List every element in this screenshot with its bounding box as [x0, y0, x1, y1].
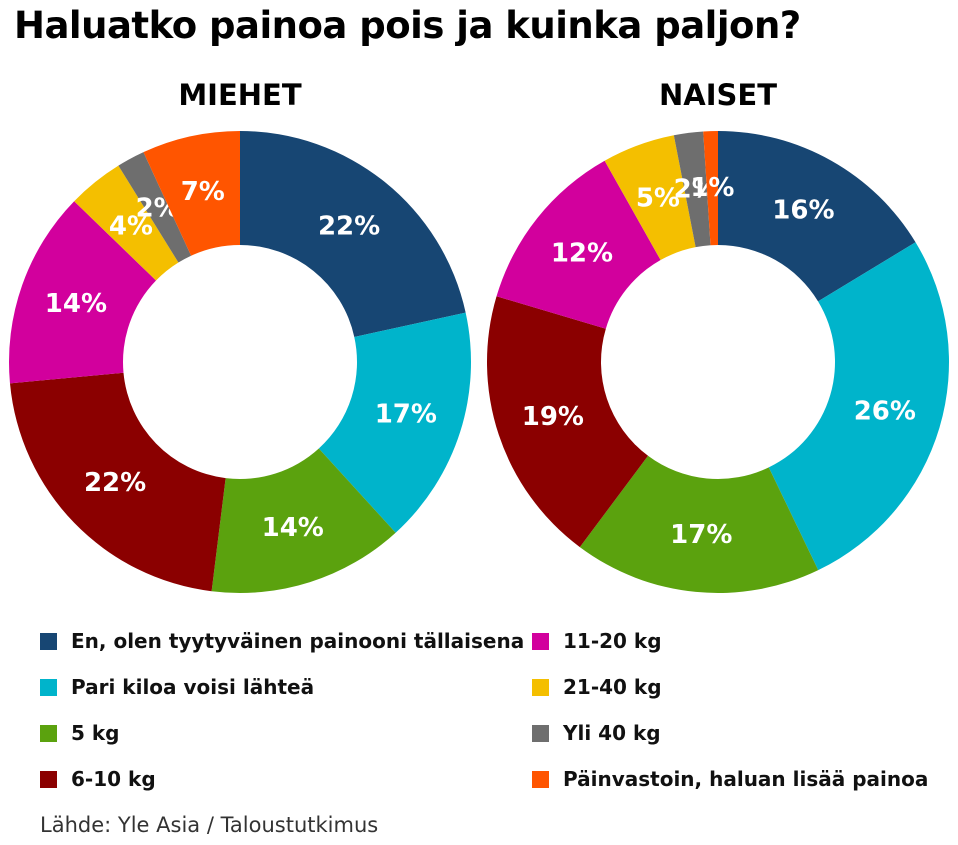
men-slice-label-0: 22% [318, 211, 380, 241]
women-slice-6 [673, 131, 711, 248]
legend-item-6-10kg: 6-10 kg [40, 756, 524, 802]
men-slice-6 [118, 152, 192, 263]
legend-swatch [40, 632, 57, 650]
legend-label: 5 kg [71, 721, 120, 745]
legend-label: 11-20 kg [563, 629, 662, 653]
men-slice-1 [318, 312, 471, 533]
legend-item-few-kilos: Pari kiloa voisi lähteä [40, 664, 524, 710]
legend-right: 11-20 kg 21-40 kg Yli 40 kg Päinvastoin,… [532, 618, 928, 802]
women-slice-4 [496, 160, 661, 329]
men-slice-label-2: 14% [262, 513, 324, 543]
legend-swatch [40, 678, 57, 696]
legend-label: 21-40 kg [563, 675, 662, 699]
legend-label: 6-10 kg [71, 767, 156, 791]
legend-item-gain-weight: Päinvastoin, haluan lisää painoa [532, 756, 928, 802]
women-slice-2 [579, 455, 819, 593]
legend-label: Päinvastoin, haluan lisää painoa [563, 767, 929, 791]
men-slice-label-7: 7% [181, 177, 225, 207]
legend-item-5kg: 5 kg [40, 710, 524, 756]
legend-swatch [532, 724, 549, 742]
men-slice-label-5: 4% [109, 211, 153, 241]
legend-label: Pari kiloa voisi lähteä [71, 675, 315, 699]
men-slice-4 [9, 201, 157, 384]
legend-item-satisfied: En, olen tyytyväinen painooni tällaisena [40, 618, 524, 664]
men-slice-0 [240, 131, 466, 337]
legend-swatch [532, 678, 549, 696]
chart-title: Haluatko painoa pois ja kuinka paljon? [14, 4, 801, 47]
legend-label: Yli 40 kg [563, 721, 661, 745]
men-slice-label-4: 14% [45, 289, 107, 319]
women-slice-label-0: 16% [772, 195, 834, 225]
women-chart-title: NAISET [659, 78, 777, 112]
legend-swatch [532, 632, 549, 650]
women-slice-0 [718, 131, 916, 302]
source-note: Lähde: Yle Asia / Taloustutkimus [40, 813, 379, 837]
women-slice-label-4: 12% [551, 239, 613, 269]
legend-label: En, olen tyytyväinen painooni tällaisena [71, 629, 525, 653]
women-slice-3 [487, 296, 649, 548]
women-slice-7 [703, 131, 718, 246]
men-slice-2 [211, 448, 396, 593]
legend-swatch [532, 770, 549, 788]
legend-swatch [40, 770, 57, 788]
women-slice-label-5: 5% [636, 184, 680, 214]
legend-item-21-40kg: 21-40 kg [532, 664, 928, 710]
women-slice-1 [768, 242, 949, 571]
legend-left: En, olen tyytyväinen painooni tällaisena… [40, 618, 524, 802]
women-slice-label-3: 19% [522, 402, 584, 432]
men-chart-title: MIEHET [178, 78, 302, 112]
women-slice-label-1: 26% [854, 397, 916, 427]
women-slice-5 [604, 135, 696, 261]
men-slice-5 [74, 165, 179, 281]
men-slice-7 [143, 131, 240, 256]
women-slice-label-7: 1% [690, 173, 734, 203]
women-slice-label-2: 17% [670, 520, 732, 550]
men-slice-3 [9, 372, 226, 592]
legend-item-over-40kg: Yli 40 kg [532, 710, 928, 756]
men-slice-label-3: 22% [84, 468, 146, 498]
legend-swatch [40, 724, 57, 742]
men-slice-label-1: 17% [375, 400, 437, 430]
legend-item-11-20kg: 11-20 kg [532, 618, 928, 664]
